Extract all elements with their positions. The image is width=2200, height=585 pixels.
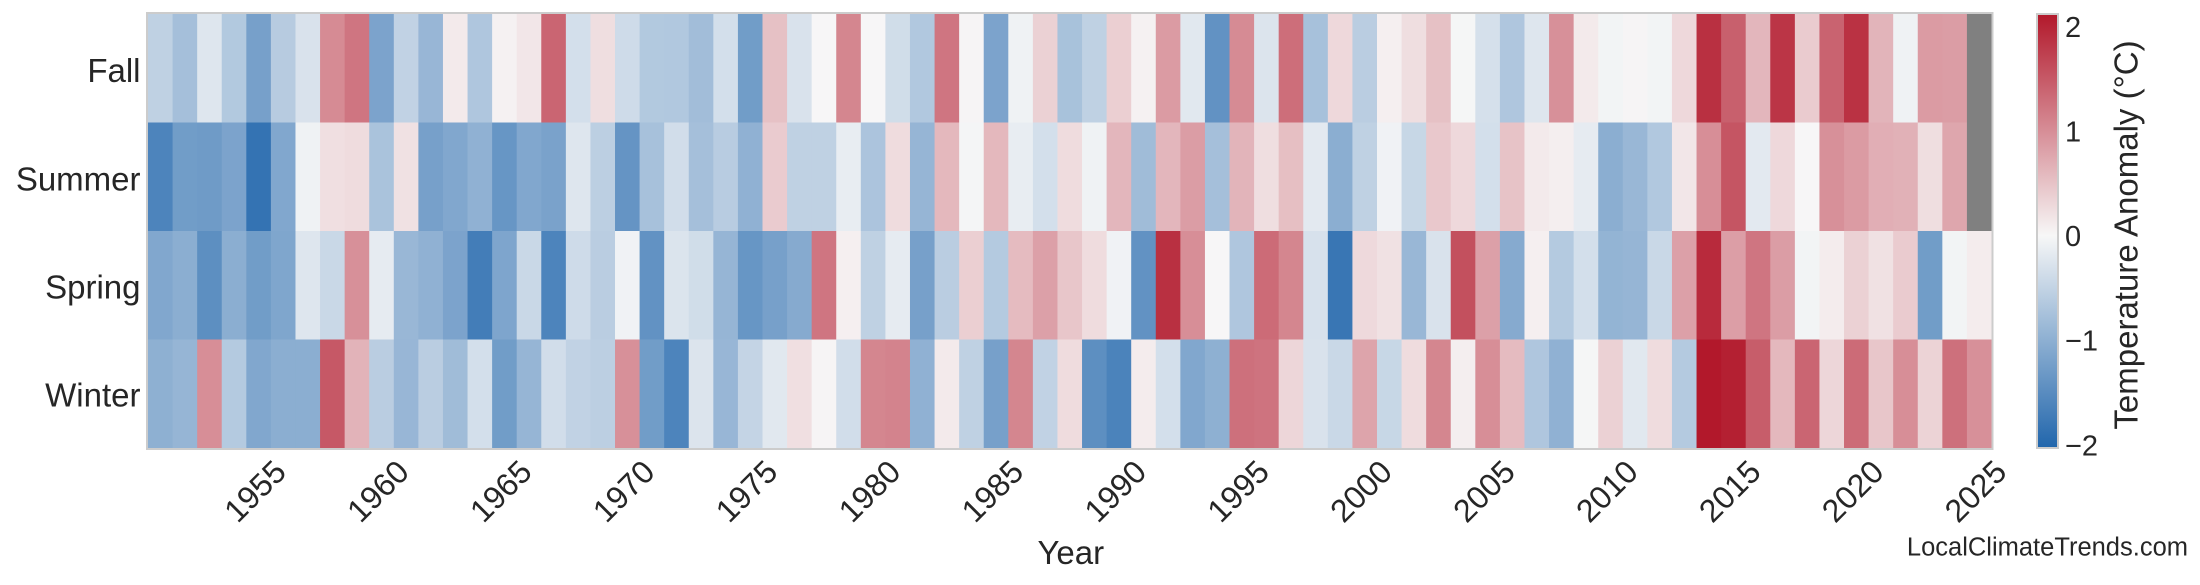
svg-text:−1: −1 <box>2065 326 2098 358</box>
svg-text:Spring: Spring <box>45 269 140 306</box>
svg-text:Temperature Anomaly (°C): Temperature Anomaly (°C) <box>2108 40 2145 429</box>
svg-text:LocalClimateTrends.com: LocalClimateTrends.com <box>1907 534 2188 562</box>
svg-text:Fall: Fall <box>87 52 140 89</box>
svg-text:Winter: Winter <box>45 377 140 414</box>
svg-text:0: 0 <box>2065 221 2081 253</box>
svg-text:−2: −2 <box>2065 430 2098 462</box>
svg-text:Summer: Summer <box>16 161 141 198</box>
svg-text:1: 1 <box>2065 117 2081 149</box>
svg-text:2: 2 <box>2065 12 2081 44</box>
svg-text:Year: Year <box>1037 534 1104 571</box>
